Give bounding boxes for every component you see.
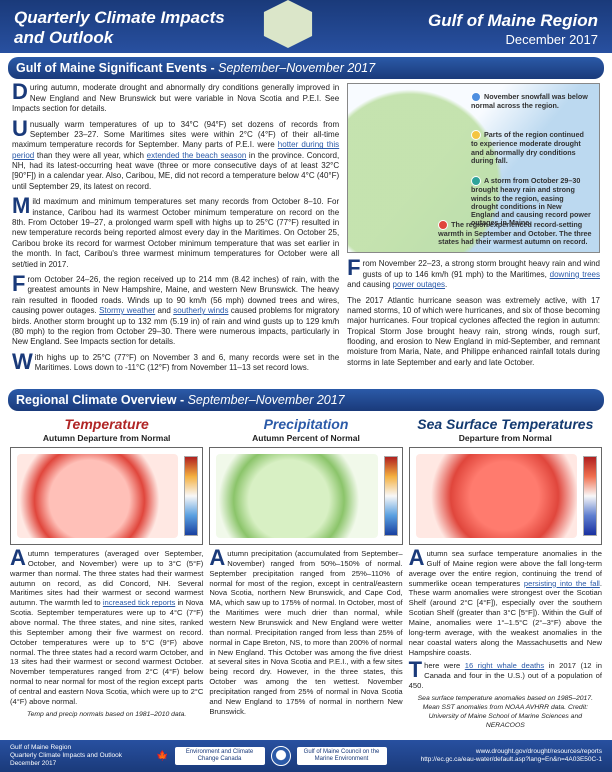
events-p2: Unusually warm temperatures of up to 34°… <box>12 120 339 193</box>
thumb-map <box>17 454 178 538</box>
thumb-colorscale <box>384 456 398 536</box>
link-beach-season[interactable]: extended the beach season <box>147 151 247 160</box>
banner-title: Gulf of Maine Significant Events - <box>16 61 218 75</box>
footer: Gulf of Maine Region Quarterly Climate I… <box>0 740 612 771</box>
footer-date: December 2017 <box>10 760 122 768</box>
banner-period: September–November 2017 <box>218 61 375 75</box>
issue-date: December 2017 <box>428 32 598 49</box>
col-sub-temperature: Autumn Departure from Normal <box>10 433 203 444</box>
events-section: During autumn, moderate drought and abno… <box>0 83 612 384</box>
link-downing-trees[interactable]: downing trees <box>550 270 600 279</box>
logo-noaa-icon <box>271 746 291 766</box>
footer-logos: 🍁 Environment and Climate Change Canada … <box>156 746 386 766</box>
col-sub-precipitation: Autumn Percent of Normal <box>209 433 402 444</box>
header-right: Gulf of Maine Region December 2017 <box>428 10 598 49</box>
link-southerly-winds[interactable]: southerly winds <box>173 306 228 315</box>
callout-warmth: The region experienced record-setting wa… <box>438 220 593 247</box>
sst-p2: There were 16 right whale deaths in 2017… <box>409 661 602 691</box>
footer-doc: Quarterly Climate Impacts and Outlook <box>10 752 122 760</box>
sst-p1: Autumn sea surface temperature anomalies… <box>409 549 602 657</box>
events-p5: With highs up to 25°C (77°F) on November… <box>12 353 339 374</box>
footnote-temp-precip: Temp and precip normals based on 1981–20… <box>10 711 203 720</box>
link-tick-reports[interactable]: increased tick reports <box>103 598 175 607</box>
events-p6: From November 22–23, a strong storm brou… <box>347 259 600 290</box>
footer-left: Gulf of Maine Region Quarterly Climate I… <box>10 744 122 767</box>
canada-flag-icon: 🍁 <box>156 750 168 763</box>
temp-p1: Autumn temperatures (averaged over Septe… <box>10 549 203 707</box>
link-whale-deaths[interactable]: 16 right whale deaths <box>465 661 544 670</box>
banner-regional-overview: Regional Climate Overview - September–No… <box>8 389 604 411</box>
logo-gomc: Gulf of Maine Council on the Marine Envi… <box>297 747 387 764</box>
thumb-map <box>216 454 377 538</box>
map-sst <box>409 447 602 545</box>
thumb-map <box>416 454 577 538</box>
events-p1: During autumn, moderate drought and abno… <box>12 83 339 114</box>
region-map: November snowfall was below normal acros… <box>347 83 600 253</box>
banner-significant-events: Gulf of Maine Significant Events - Septe… <box>8 57 604 79</box>
precip-p1: Autumn precipitation (accumulated from S… <box>209 549 402 717</box>
callout-drought: Parts of the region continued to experie… <box>471 130 591 165</box>
link-stormy-weather[interactable]: Stormy weather <box>99 306 155 315</box>
link-persisting-fall[interactable]: persisting into the fall <box>524 579 600 588</box>
col-temperature: Temperature Autumn Departure from Normal… <box>10 415 203 731</box>
col-title-temperature: Temperature <box>10 415 203 433</box>
footer-url1[interactable]: www.drought.gov/drought/resources/report… <box>421 748 602 756</box>
overview-section: Temperature Autumn Departure from Normal… <box>0 415 612 737</box>
col-sst: Sea Surface Temperatures Departure from … <box>409 415 602 731</box>
header: Quarterly Climate Impacts and Outlook Gu… <box>0 0 612 53</box>
col-sub-sst: Departure from Normal <box>409 433 602 444</box>
events-map-column: November snowfall was below normal acros… <box>347 83 600 378</box>
link-power-outages[interactable]: power outages <box>393 280 445 289</box>
footer-urls: www.drought.gov/drought/resources/report… <box>421 748 602 764</box>
region-name: Gulf of Maine Region <box>428 10 598 32</box>
footer-url2[interactable]: http://ec.gc.ca/eau-water/default.asp?la… <box>421 756 602 764</box>
events-p3: Mild maximum and minimum temperatures se… <box>12 197 339 270</box>
callout-snowfall: November snowfall was below normal acros… <box>471 92 591 110</box>
events-p7: The 2017 Atlantic hurricane season was e… <box>347 296 600 369</box>
map-precipitation <box>209 447 402 545</box>
events-p4: From October 24–26, the region received … <box>12 275 339 348</box>
map-temperature <box>10 447 203 545</box>
col-precipitation: Precipitation Autumn Percent of Normal A… <box>209 415 402 731</box>
footer-region: Gulf of Maine Region <box>10 744 122 752</box>
thumb-colorscale <box>184 456 198 536</box>
col-title-sst: Sea Surface Temperatures <box>409 415 602 433</box>
footnote-sst: Sea surface temperature anomalies based … <box>409 695 602 730</box>
col-title-precipitation: Precipitation <box>209 415 402 433</box>
banner-title: Regional Climate Overview - <box>16 393 188 407</box>
banner-period: September–November 2017 <box>188 393 345 407</box>
logo-eccc: Environment and Climate Change Canada <box>175 747 265 764</box>
events-text: During autumn, moderate drought and abno… <box>12 83 339 378</box>
thumb-colorscale <box>583 456 597 536</box>
